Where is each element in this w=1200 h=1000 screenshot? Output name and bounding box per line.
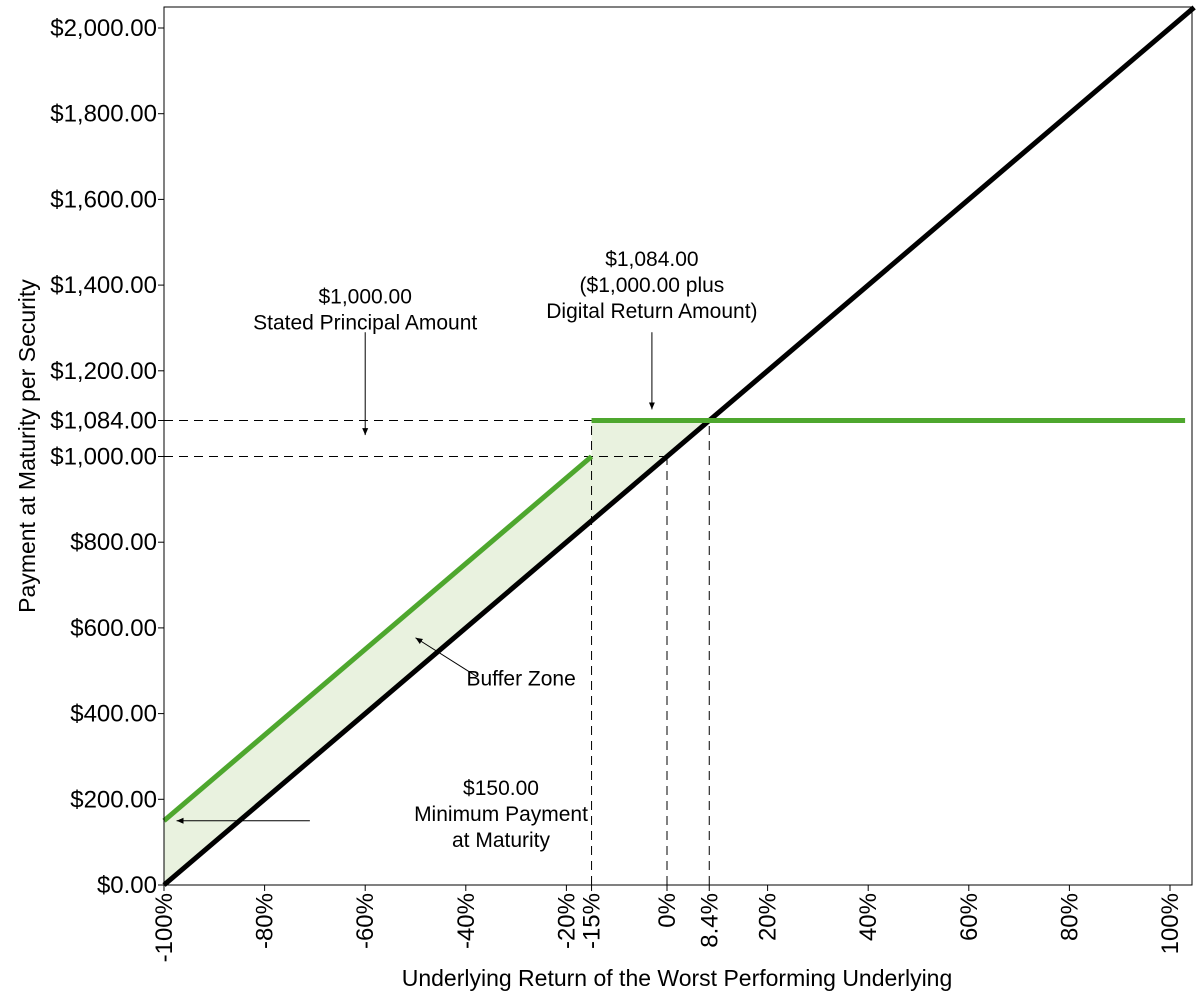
annotation-line: $1,084.00 [605, 248, 698, 271]
y-tick-label: $1,084.00 [50, 408, 157, 435]
y-axis-title: Payment at Maturity per Security [14, 279, 40, 613]
annotation-line: ($1,000.00 plus [580, 274, 725, 297]
annotation-label: $1,084.00 ($1,000.00 plus Digital Return A… [546, 248, 757, 323]
annotation-label: $1,000.00 Stated Principal Amount [253, 286, 477, 335]
x-tick-label: 0% [654, 893, 681, 928]
annotation-line: Minimum Payment [414, 803, 588, 826]
x-tick-label: 40% [855, 893, 882, 941]
y-tick-label: $0.00 [97, 872, 157, 899]
underlying-return-line [162, 5, 1196, 887]
y-tick-label: $1,600.00 [50, 186, 157, 213]
annotation-line: at Maturity [452, 829, 551, 852]
annotation-line: $150.00 [463, 777, 539, 800]
annotation-label: Buffer Zone [466, 667, 575, 690]
x-axis-title: Underlying Return of the Worst Performin… [402, 965, 953, 991]
x-tick-label: -60% [352, 893, 379, 949]
y-tick-label: $1,000.00 [50, 444, 157, 471]
annotation-line: Stated Principal Amount [253, 312, 477, 335]
y-tick-label: $400.00 [70, 701, 157, 728]
y-tick-label: $200.00 [70, 786, 157, 813]
x-tick-label: 60% [956, 893, 983, 941]
y-tick-label: $1,400.00 [50, 272, 157, 299]
annotation-line: Buffer Zone [466, 667, 575, 690]
x-tick-label: 8.4% [696, 893, 723, 948]
y-tick-label: $2,000.00 [50, 15, 157, 42]
y-tick-label: $1,200.00 [50, 358, 157, 385]
y-tick-label: $800.00 [70, 529, 157, 556]
x-tick-label: -20% [553, 893, 580, 949]
annotation-line: $1,000.00 [318, 286, 411, 309]
x-tick-label: -80% [252, 893, 279, 949]
payment-line-buffer [162, 454, 594, 823]
x-tick-label: -15% [579, 893, 606, 949]
annotation-arrow [415, 637, 477, 677]
x-tick-label: -40% [453, 893, 480, 949]
annotation-label: $150.00 Minimum Payment at Maturity [414, 777, 588, 852]
y-tick-label: $600.00 [70, 615, 157, 642]
x-tick-label: 20% [755, 893, 782, 941]
x-tick-label: 100% [1157, 893, 1184, 954]
x-tick-label: -100% [151, 893, 178, 962]
y-tick-label: $1,800.00 [50, 101, 157, 128]
x-tick-label: 80% [1056, 893, 1083, 941]
annotation-line: Digital Return Amount) [546, 300, 757, 323]
plot-frame [163, 6, 1193, 886]
